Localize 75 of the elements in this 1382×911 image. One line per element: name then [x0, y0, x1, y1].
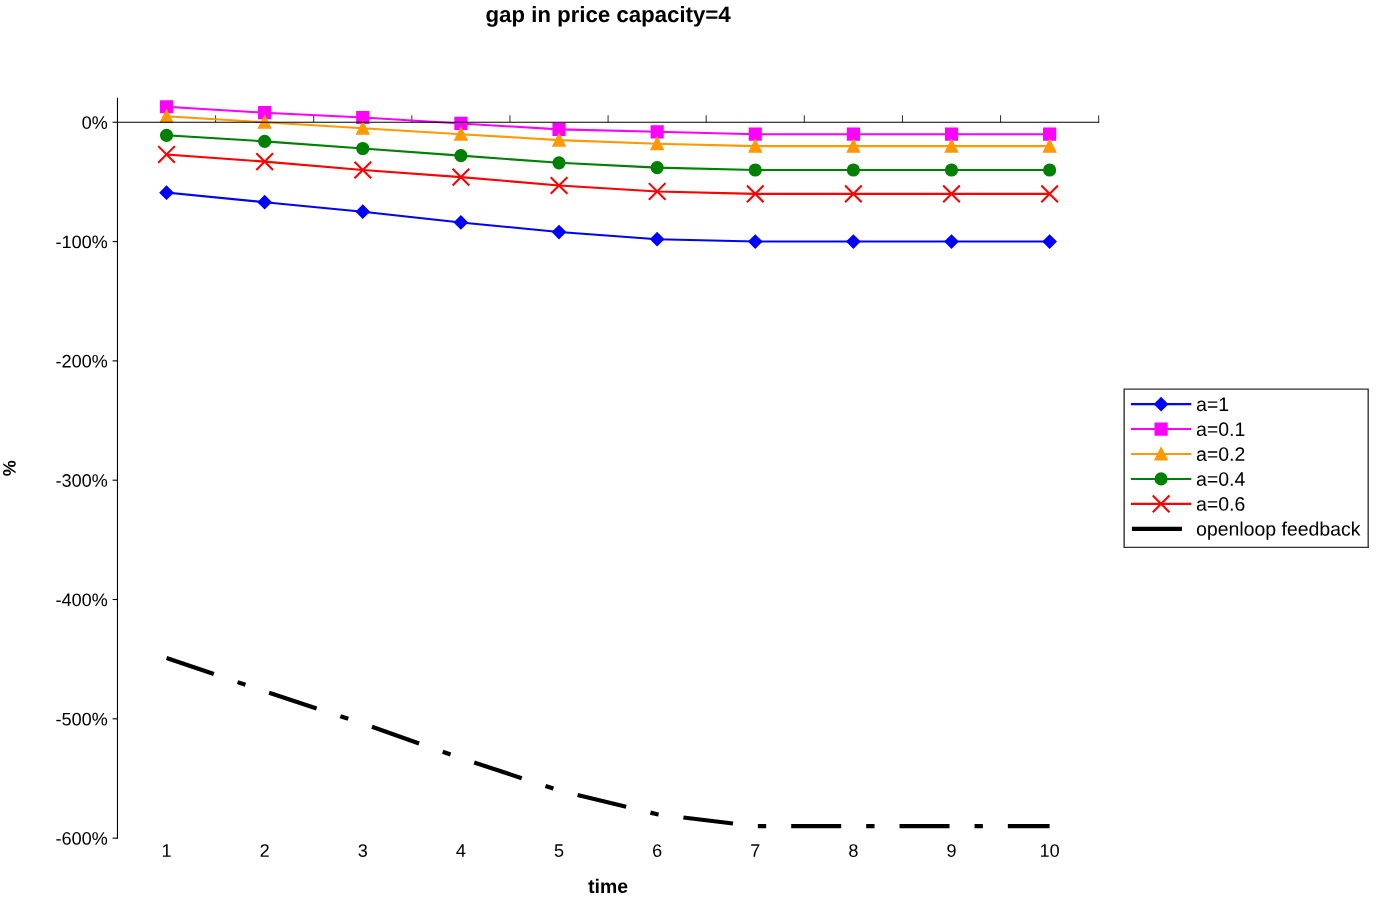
- point: [353, 160, 373, 180]
- x-tick-label: 8: [849, 844, 858, 857]
- point: [552, 225, 566, 239]
- x-axis-title: time: [588, 878, 628, 894]
- y-axis-title: %: [3, 460, 16, 476]
- x-tick-label: 10: [1040, 844, 1059, 857]
- point: [1043, 163, 1057, 177]
- point: [356, 141, 370, 156]
- point: [451, 167, 471, 187]
- y-tick-label: -300%: [56, 474, 108, 487]
- legend-label: a=1: [1196, 397, 1229, 412]
- x-tick-label: 1: [162, 844, 171, 857]
- legend-label: openloop feedback: [1196, 521, 1361, 540]
- y-tick-label: -200%: [56, 354, 108, 368]
- legend-label: a=0.2: [1196, 447, 1245, 462]
- point: [846, 127, 860, 141]
- point: [159, 185, 174, 200]
- point: [748, 234, 763, 249]
- y-tick-label: -600%: [56, 832, 108, 845]
- point: [159, 100, 174, 114]
- legend-label: a=0.1: [1196, 422, 1245, 437]
- point: [454, 127, 468, 141]
- point: [650, 232, 665, 247]
- point: [944, 163, 959, 177]
- point: [944, 127, 959, 141]
- point: [552, 122, 566, 136]
- point: [650, 160, 664, 175]
- x-tick-label: 3: [358, 844, 367, 857]
- x-tick-label: 7: [751, 844, 760, 857]
- point: [453, 215, 468, 230]
- point: [650, 125, 664, 139]
- point: [846, 163, 860, 177]
- point: [944, 234, 959, 249]
- point: [650, 137, 664, 151]
- point: [846, 234, 861, 249]
- y-tick-label: -500%: [56, 712, 108, 726]
- point: [552, 133, 566, 147]
- x-tick-label: 6: [653, 844, 662, 857]
- point: [1043, 139, 1057, 153]
- x-tick-label: 2: [260, 844, 269, 857]
- point: [255, 152, 275, 171]
- point: [844, 184, 863, 204]
- x-tick-label: 9: [947, 844, 956, 857]
- point: [356, 121, 370, 135]
- point: [745, 184, 765, 204]
- x-tick-label: 4: [456, 844, 466, 857]
- point: [258, 106, 272, 120]
- point: [944, 139, 959, 153]
- point: [258, 134, 272, 148]
- point: [257, 195, 272, 210]
- point: [1042, 234, 1057, 249]
- point: [355, 204, 370, 219]
- legend-label: a=0.4: [1196, 472, 1245, 486]
- point: [157, 145, 176, 164]
- point: [159, 109, 174, 123]
- point: [748, 127, 762, 141]
- point: [1040, 184, 1059, 204]
- point: [1043, 127, 1057, 141]
- line-series: [164, 655, 1052, 829]
- point: [748, 139, 762, 153]
- legend-label: a=0.6: [1196, 497, 1245, 511]
- point: [454, 149, 468, 163]
- x-tick-label: 5: [554, 844, 564, 857]
- point: [552, 156, 566, 170]
- point: [942, 184, 961, 204]
- point: [549, 176, 569, 195]
- point: [258, 115, 272, 129]
- chart-title: gap in price capacity=4: [486, 5, 731, 27]
- point: [748, 163, 762, 177]
- y-tick-label: -100%: [56, 235, 108, 249]
- point: [159, 128, 174, 142]
- y-tick-label: -400%: [56, 593, 108, 607]
- y-tick-label: 0%: [82, 116, 108, 129]
- point: [846, 139, 860, 153]
- point: [647, 182, 667, 201]
